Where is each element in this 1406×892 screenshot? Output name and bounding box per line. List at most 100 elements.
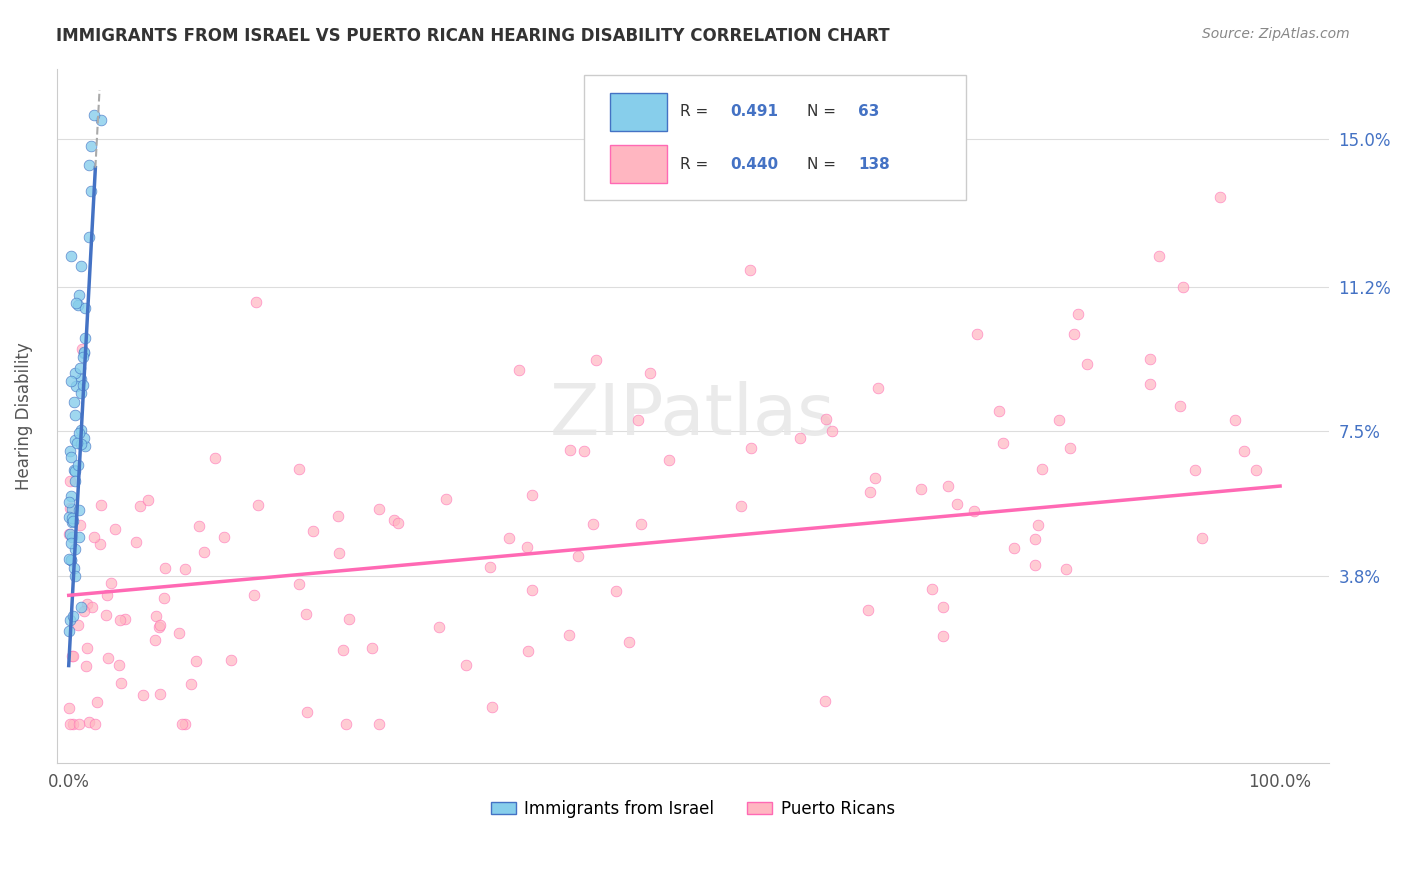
Puerto Ricans	[429, 620, 451, 634]
Puerto Ricans	[76, 641, 98, 656]
Puerto Ricans	[1047, 413, 1070, 427]
Puerto Ricans	[360, 640, 382, 655]
FancyBboxPatch shape	[610, 93, 666, 131]
Puerto Ricans	[148, 620, 170, 634]
Immigrants from Israel	[60, 249, 83, 263]
Puerto Ricans	[59, 717, 82, 731]
Puerto Ricans	[108, 613, 131, 627]
Immigrants from Israel	[59, 613, 82, 627]
Puerto Ricans	[1066, 307, 1088, 321]
Puerto Ricans	[245, 295, 267, 310]
Puerto Ricans	[84, 717, 107, 731]
Puerto Ricans	[627, 413, 650, 427]
Puerto Ricans	[966, 326, 988, 341]
Puerto Ricans	[498, 531, 520, 545]
Immigrants from Israel	[75, 331, 97, 345]
Puerto Ricans	[1024, 558, 1046, 572]
Immigrants from Israel	[63, 475, 86, 489]
Puerto Ricans	[368, 717, 391, 731]
Puerto Ricans	[1054, 562, 1077, 576]
Puerto Ricans	[294, 607, 316, 621]
Immigrants from Israel	[73, 301, 96, 315]
Puerto Ricans	[100, 576, 122, 591]
Puerto Ricans	[479, 560, 502, 574]
Puerto Ricans	[1168, 399, 1191, 413]
Immigrants from Israel	[63, 408, 86, 422]
Puerto Ricans	[90, 498, 112, 512]
Puerto Ricans	[740, 441, 762, 455]
Puerto Ricans	[174, 717, 197, 731]
Puerto Ricans	[58, 701, 80, 715]
Puerto Ricans	[1139, 352, 1161, 367]
Puerto Ricans	[83, 530, 105, 544]
Immigrants from Israel	[73, 431, 96, 445]
Immigrants from Israel	[83, 108, 105, 122]
Puerto Ricans	[434, 491, 457, 506]
Puerto Ricans	[328, 546, 350, 560]
Puerto Ricans	[60, 649, 83, 664]
Puerto Ricans	[932, 600, 955, 615]
Puerto Ricans	[630, 516, 652, 531]
Immigrants from Israel	[70, 600, 93, 615]
Immigrants from Israel	[66, 297, 89, 311]
Puerto Ricans	[204, 450, 226, 465]
Puerto Ricans	[1139, 377, 1161, 392]
Immigrants from Israel	[70, 423, 93, 437]
Puerto Ricans	[288, 577, 311, 591]
Puerto Ricans	[153, 561, 176, 575]
Puerto Ricans	[187, 518, 209, 533]
Immigrants from Israel	[90, 112, 112, 127]
Puerto Ricans	[62, 649, 84, 664]
Text: 0.440: 0.440	[731, 157, 779, 172]
Text: 138: 138	[858, 157, 890, 172]
Puerto Ricans	[172, 717, 194, 731]
Immigrants from Israel	[73, 346, 96, 360]
Immigrants from Israel	[77, 230, 100, 244]
Puerto Ricans	[638, 366, 661, 380]
Puerto Ricans	[108, 657, 131, 672]
Puerto Ricans	[993, 436, 1015, 450]
Text: N =: N =	[807, 104, 841, 120]
Puerto Ricans	[58, 526, 80, 541]
Puerto Ricans	[129, 500, 152, 514]
FancyBboxPatch shape	[585, 76, 966, 201]
Puerto Ricans	[243, 589, 266, 603]
Text: R =: R =	[681, 157, 713, 172]
Puerto Ricans	[1002, 541, 1025, 556]
Puerto Ricans	[67, 618, 90, 632]
Puerto Ricans	[337, 612, 360, 626]
Puerto Ricans	[180, 677, 202, 691]
Puerto Ricans	[946, 498, 969, 512]
Legend: Immigrants from Israel, Puerto Ricans: Immigrants from Israel, Puerto Ricans	[484, 793, 901, 824]
Puerto Ricans	[619, 635, 641, 649]
Immigrants from Israel	[58, 552, 80, 566]
Puerto Ricans	[454, 657, 477, 672]
Immigrants from Israel	[69, 437, 91, 451]
Puerto Ricans	[1031, 462, 1053, 476]
Puerto Ricans	[382, 513, 405, 527]
Immigrants from Israel	[62, 608, 84, 623]
Text: N =: N =	[807, 157, 841, 172]
Puerto Ricans	[658, 453, 681, 467]
Puerto Ricans	[96, 588, 118, 602]
Puerto Ricans	[585, 353, 607, 368]
Puerto Ricans	[69, 517, 91, 532]
FancyBboxPatch shape	[610, 145, 666, 183]
Puerto Ricans	[932, 629, 955, 643]
Puerto Ricans	[302, 524, 325, 538]
Immigrants from Israel	[65, 464, 87, 478]
Text: 0.491: 0.491	[731, 104, 779, 120]
Immigrants from Israel	[79, 184, 101, 198]
Puerto Ricans	[67, 717, 90, 731]
Immigrants from Israel	[58, 494, 80, 508]
Puerto Ricans	[730, 499, 752, 513]
Puerto Ricans	[936, 478, 959, 492]
Immigrants from Israel	[70, 259, 93, 273]
Immigrants from Israel	[63, 569, 86, 583]
Puerto Ricans	[863, 471, 886, 485]
Puerto Ricans	[89, 537, 111, 551]
Puerto Ricans	[582, 516, 605, 531]
Puerto Ricans	[558, 628, 581, 642]
Immigrants from Israel	[66, 435, 89, 450]
Puerto Ricans	[149, 618, 172, 632]
